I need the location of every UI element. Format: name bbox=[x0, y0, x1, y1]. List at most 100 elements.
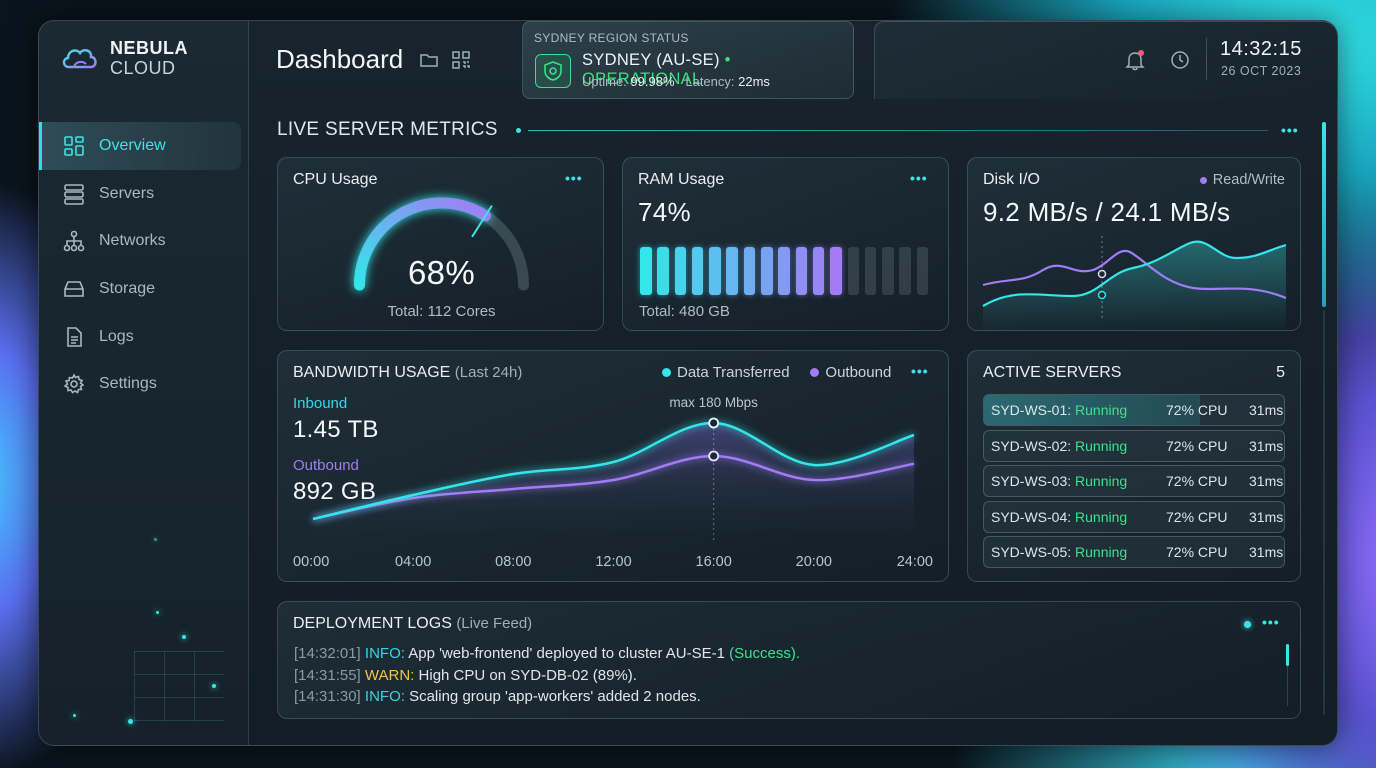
x-tick-label: 20:00 bbox=[796, 554, 832, 570]
log-message: High CPU on SYD-DB-02 (89%). bbox=[418, 666, 637, 684]
decorative-dot bbox=[128, 719, 133, 724]
server-name-status: SYD-WS-04: Running bbox=[991, 509, 1166, 525]
section-dot bbox=[516, 128, 521, 133]
log-scroll-track bbox=[1287, 666, 1288, 706]
log-timestamp: [14:31:30] bbox=[294, 688, 361, 705]
server-latency: 31ms bbox=[1249, 473, 1284, 489]
more-options-icon[interactable]: ••• bbox=[911, 363, 929, 379]
ram-segment bbox=[726, 247, 738, 295]
sidebar-item-networks[interactable]: Networks bbox=[39, 217, 241, 265]
sidebar-item-overview[interactable]: Overview bbox=[39, 122, 241, 170]
scrollbar[interactable] bbox=[1322, 122, 1326, 307]
x-tick-label: 08:00 bbox=[495, 554, 531, 570]
server-row[interactable]: SYD-WS-04: Running 72% CPU 31ms bbox=[983, 500, 1285, 533]
server-latency: 31ms bbox=[1249, 508, 1284, 525]
server-latency: 31ms bbox=[1249, 402, 1284, 418]
decorative-dot bbox=[182, 635, 186, 639]
sidebar-item-label: Storage bbox=[99, 279, 156, 297]
server-name: SYD-WS-05: bbox=[991, 544, 1072, 560]
cpu-total: Total: 112 Cores bbox=[387, 303, 496, 320]
log-message: App 'web-frontend' deployed to cluster A… bbox=[408, 645, 725, 662]
server-status: Running bbox=[1075, 508, 1128, 525]
more-options-icon[interactable]: ••• bbox=[1262, 614, 1280, 630]
uptime-label: Uptime: bbox=[582, 74, 627, 89]
peak-marker bbox=[708, 417, 720, 429]
ram-segment bbox=[778, 247, 790, 295]
bandwidth-subtitle: (Last 24h) bbox=[454, 364, 523, 381]
scroll-track bbox=[1323, 310, 1325, 715]
live-indicator bbox=[1244, 621, 1251, 628]
server-name-status: SYD-WS-03: Running bbox=[991, 473, 1166, 489]
server-status: Running bbox=[1075, 473, 1128, 489]
sidebar-item-servers[interactable]: Servers bbox=[39, 170, 241, 218]
ram-usage-card: RAM Usage ••• 74% Total: 480 GB bbox=[622, 157, 949, 331]
outbound-label: Outbound bbox=[293, 457, 359, 474]
outbound-value: 892 GB bbox=[293, 478, 377, 505]
cpu-value: 68% bbox=[408, 254, 475, 291]
sidebar-item-storage[interactable]: Storage bbox=[39, 265, 241, 313]
more-options-icon[interactable]: ••• bbox=[1281, 122, 1299, 138]
log-scrollbar[interactable] bbox=[1286, 644, 1289, 666]
uptime-value: 99.98% bbox=[630, 74, 675, 89]
clock-icon[interactable] bbox=[1169, 49, 1191, 71]
x-tick-label: 12:00 bbox=[595, 554, 631, 570]
notification-bell-icon[interactable] bbox=[1124, 49, 1146, 71]
legend-item: Outbound bbox=[825, 364, 892, 381]
disk-marker bbox=[1097, 290, 1107, 300]
bandwidth-legend: Data Transferred Outbound bbox=[662, 364, 891, 381]
x-tick-label: 24:00 bbox=[897, 554, 933, 570]
sidebar-nav: Overview Servers Networks Storage Logs S… bbox=[39, 122, 241, 408]
logs-subtitle: (Live Feed) bbox=[456, 615, 533, 632]
sidebar-item-logs[interactable]: Logs bbox=[39, 313, 241, 361]
region-name: SYDNEY (AU-SE) bbox=[582, 51, 720, 69]
x-tick-label: 16:00 bbox=[696, 554, 732, 570]
server-row[interactable]: SYD-WS-01: Running 72% CPU 31ms bbox=[983, 394, 1285, 426]
log-message: Scaling group 'app-workers' added 2 node… bbox=[409, 688, 701, 705]
ram-segment bbox=[812, 247, 825, 295]
sidebar-item-settings[interactable]: Settings bbox=[39, 360, 241, 408]
server-latency: 31ms bbox=[1249, 437, 1284, 454]
section-divider bbox=[528, 130, 1268, 131]
server-cpu: 72% CPU bbox=[1166, 544, 1228, 560]
server-latency: 31ms bbox=[1249, 544, 1284, 560]
decorative-dot bbox=[154, 538, 157, 541]
server-row[interactable]: SYD-WS-03: Running 72% CPU 31ms bbox=[983, 465, 1285, 497]
inbound-value: 1.45 TB bbox=[293, 416, 379, 443]
ram-total: Total: 480 GB bbox=[639, 303, 730, 320]
log-entry: [14:31:55] WARN: High CPU on SYD-DB-02 (… bbox=[294, 667, 800, 689]
log-entry: [14:32:01] INFO: App 'web-frontend' depl… bbox=[294, 645, 800, 667]
section-title: LIVE SERVER METRICS bbox=[277, 119, 498, 140]
log-timestamp: [14:31:55] bbox=[294, 666, 361, 684]
page-title: Dashboard bbox=[276, 44, 404, 74]
decorative-dot bbox=[156, 611, 159, 614]
top-right-bar bbox=[874, 21, 1338, 99]
folder-icon[interactable] bbox=[419, 50, 439, 70]
server-row[interactable]: SYD-WS-02: Running 72% CPU 31ms bbox=[983, 429, 1285, 462]
disk-sparkline bbox=[982, 236, 1287, 330]
server-name: SYD-WS-01: bbox=[991, 402, 1072, 418]
ram-segment bbox=[899, 247, 911, 295]
brand-logo[interactable]: NEBULA CLOUD bbox=[60, 38, 188, 78]
storage-icon bbox=[64, 281, 84, 297]
server-name: SYD-WS-03: bbox=[991, 473, 1072, 489]
sidebar-item-label: Servers bbox=[99, 184, 155, 202]
region-status-card[interactable]: SYDNEY REGION STATUS SYDNEY (AU-SE) • OP… bbox=[522, 21, 854, 99]
bandwidth-title: BANDWIDTH USAGE bbox=[293, 364, 451, 381]
series-data-transferred-line bbox=[312, 421, 915, 521]
card-title: Disk I/O bbox=[983, 171, 1040, 188]
ram-segment bbox=[916, 247, 929, 295]
server-cpu: 72% CPU bbox=[1166, 402, 1228, 418]
more-options-icon[interactable]: ••• bbox=[565, 170, 583, 186]
region-status: OPERATIONAL bbox=[582, 70, 702, 88]
log-extra: (Success). bbox=[729, 645, 801, 662]
server-status: Running bbox=[1075, 402, 1128, 418]
divider bbox=[1206, 38, 1207, 80]
more-options-icon[interactable]: ••• bbox=[910, 170, 928, 186]
log-timestamp: [14:32:01] bbox=[294, 645, 361, 662]
card-title: ACTIVE SERVERS bbox=[983, 364, 1122, 381]
server-name: SYD-WS-04: bbox=[991, 508, 1072, 525]
series-outbound-line bbox=[312, 454, 915, 521]
qr-code-icon[interactable] bbox=[451, 50, 471, 70]
server-row[interactable]: SYD-WS-05: Running 72% CPU 31ms bbox=[983, 536, 1285, 568]
brand-line-2: CLOUD bbox=[110, 58, 176, 78]
